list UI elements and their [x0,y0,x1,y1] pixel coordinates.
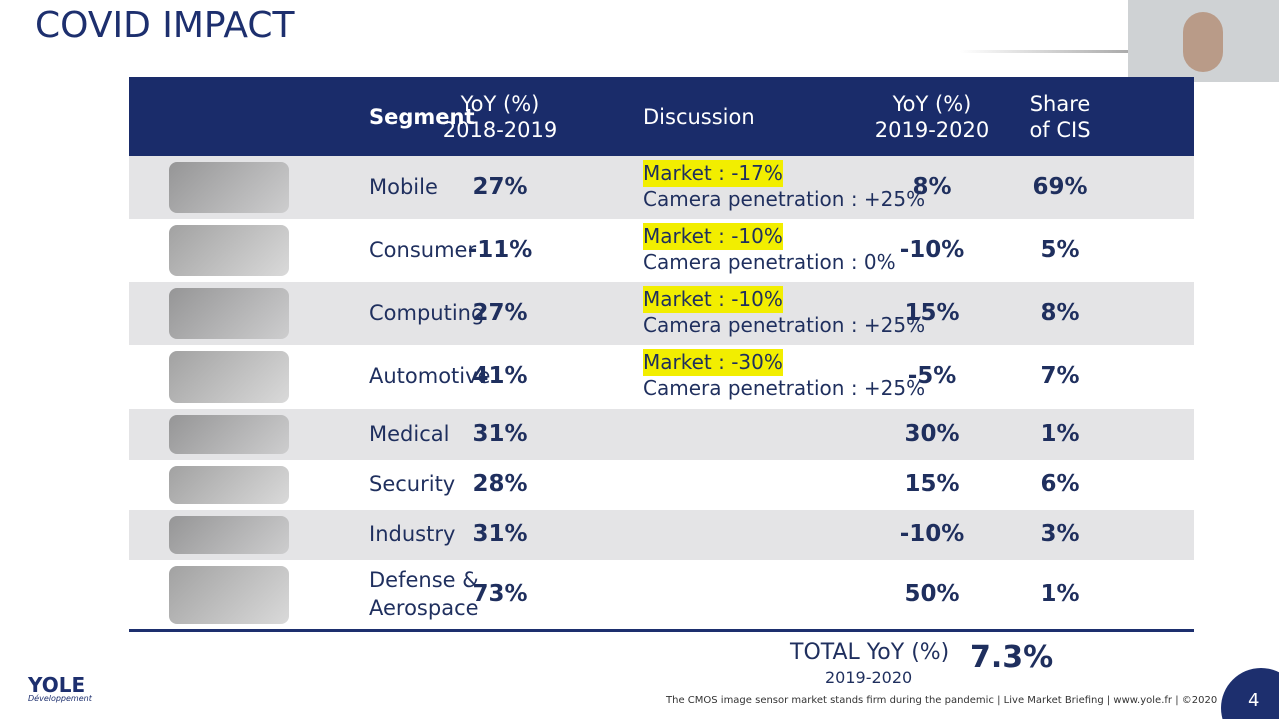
share-of-cis: 7% [1040,363,1080,389]
table-header: Segment YoY (%) 2018-2019 Discussion YoY (%)… [129,77,1194,156]
table-row: Mobile 27% Market : -17% Camera penetration… [129,156,1194,219]
segment-image [169,351,289,403]
market-change: Market : -10% [643,286,783,313]
yoy-2018-2019: 31% [472,420,528,447]
table-row: Computing 27% Market : -10% Camera penetrat… [129,282,1194,345]
yoy-2019-2020: 50% [904,581,960,607]
share-of-cis: 3% [1040,521,1080,547]
logo-text: YOLE [28,673,86,697]
yoy-2018-2019: 41% [472,363,528,389]
table-row: Defense & Aerospace 73% 50% 1% [129,560,1194,630]
segment-name: Computing [369,300,485,325]
yoy-2018-2019: 31% [472,521,528,547]
segment-image [169,466,289,504]
slide-title: COVID IMPACT [35,5,295,46]
yoy-2019-2020: -10% [899,236,965,263]
table-row: Medical 31% 30% 1% [129,409,1194,460]
impact-table: Segment YoY (%) 2018-2019 Discussion YoY (%)… [129,77,1194,631]
market-change: Market : -17% [643,160,783,187]
webcam-feed [1128,0,1279,82]
share-of-cis: 8% [1040,299,1080,326]
camera-penetration: Camera penetration : +25% [643,376,926,400]
segment-image [169,415,289,454]
column-header: of CIS [1029,118,1091,142]
yoy-2019-2020: 30% [904,420,960,447]
segment-name: Defense & [369,568,479,592]
column-header: Discussion [643,105,755,129]
segment-name: Automotive [369,364,491,388]
table-row: Consumer -11% Market : -10% Camera penetrat… [129,219,1194,282]
table-row: Security 28% 15% 6% [129,460,1194,510]
yoy-2019-2020: -5% [907,363,957,389]
yoy-2018-2019: 27% [472,173,528,200]
logo: YOLE [8,673,85,697]
column-header: Share [1029,92,1091,116]
segment-name: Industry [369,522,456,546]
segment-name: Consumer [369,237,477,262]
column-header: 2019-2020 [874,118,990,142]
column-header: Segment [369,105,475,129]
column-header: YoY (%) [460,92,540,116]
yoy-2019-2020: 15% [904,299,960,326]
logo-subtitle: Développement [28,694,92,703]
yoy-2018-2019: 73% [472,581,528,607]
title-rule [960,50,1130,53]
table-row: Industry 31% -10% 3% [129,510,1194,560]
camera-penetration: Camera penetration : +25% [643,313,926,337]
segment-image [169,225,289,276]
table-row: Automotive 41% Market : -30% Camera penetra… [129,345,1194,409]
camera-penetration: Camera penetration : 0% [643,250,896,274]
column-header: 2018-2019 [442,118,558,142]
yoy-2019-2020: 8% [912,173,952,200]
column-header: YoY (%) [892,92,972,116]
market-change: Market : -30% [643,349,783,376]
segment-name: Medical [369,421,450,446]
page-number: 4 [1248,690,1260,711]
yoy-2018-2019: -11% [467,236,533,263]
total-value: 7.3% [970,640,1054,675]
camera-penetration: Camera penetration : +25% [643,187,926,211]
share-of-cis: 1% [1040,420,1080,447]
segment-name: Security [369,472,456,496]
segment-name: Aerospace [369,596,479,620]
market-change: Market : -10% [643,223,783,250]
total-period: 2019-2020 [825,668,913,687]
yoy-2019-2020: -10% [899,521,965,547]
segment-image [169,566,289,624]
yoy-2018-2019: 28% [472,471,528,497]
table-bottom-rule [129,629,1194,632]
share-of-cis: 1% [1040,581,1080,607]
segment-image [169,162,289,213]
yoy-2019-2020: 15% [904,471,960,497]
share-of-cis: 6% [1040,471,1080,497]
segment-name: Mobile [369,174,438,199]
footer-caption: The CMOS image sensor market stands firm… [666,695,1218,706]
segment-image [169,288,289,339]
webcam-person [1183,12,1223,72]
segment-image [169,516,289,554]
yoy-2018-2019: 27% [472,299,528,326]
share-of-cis: 5% [1040,236,1080,263]
share-of-cis: 69% [1032,173,1088,200]
total-label: TOTAL YoY (%) [790,640,950,665]
